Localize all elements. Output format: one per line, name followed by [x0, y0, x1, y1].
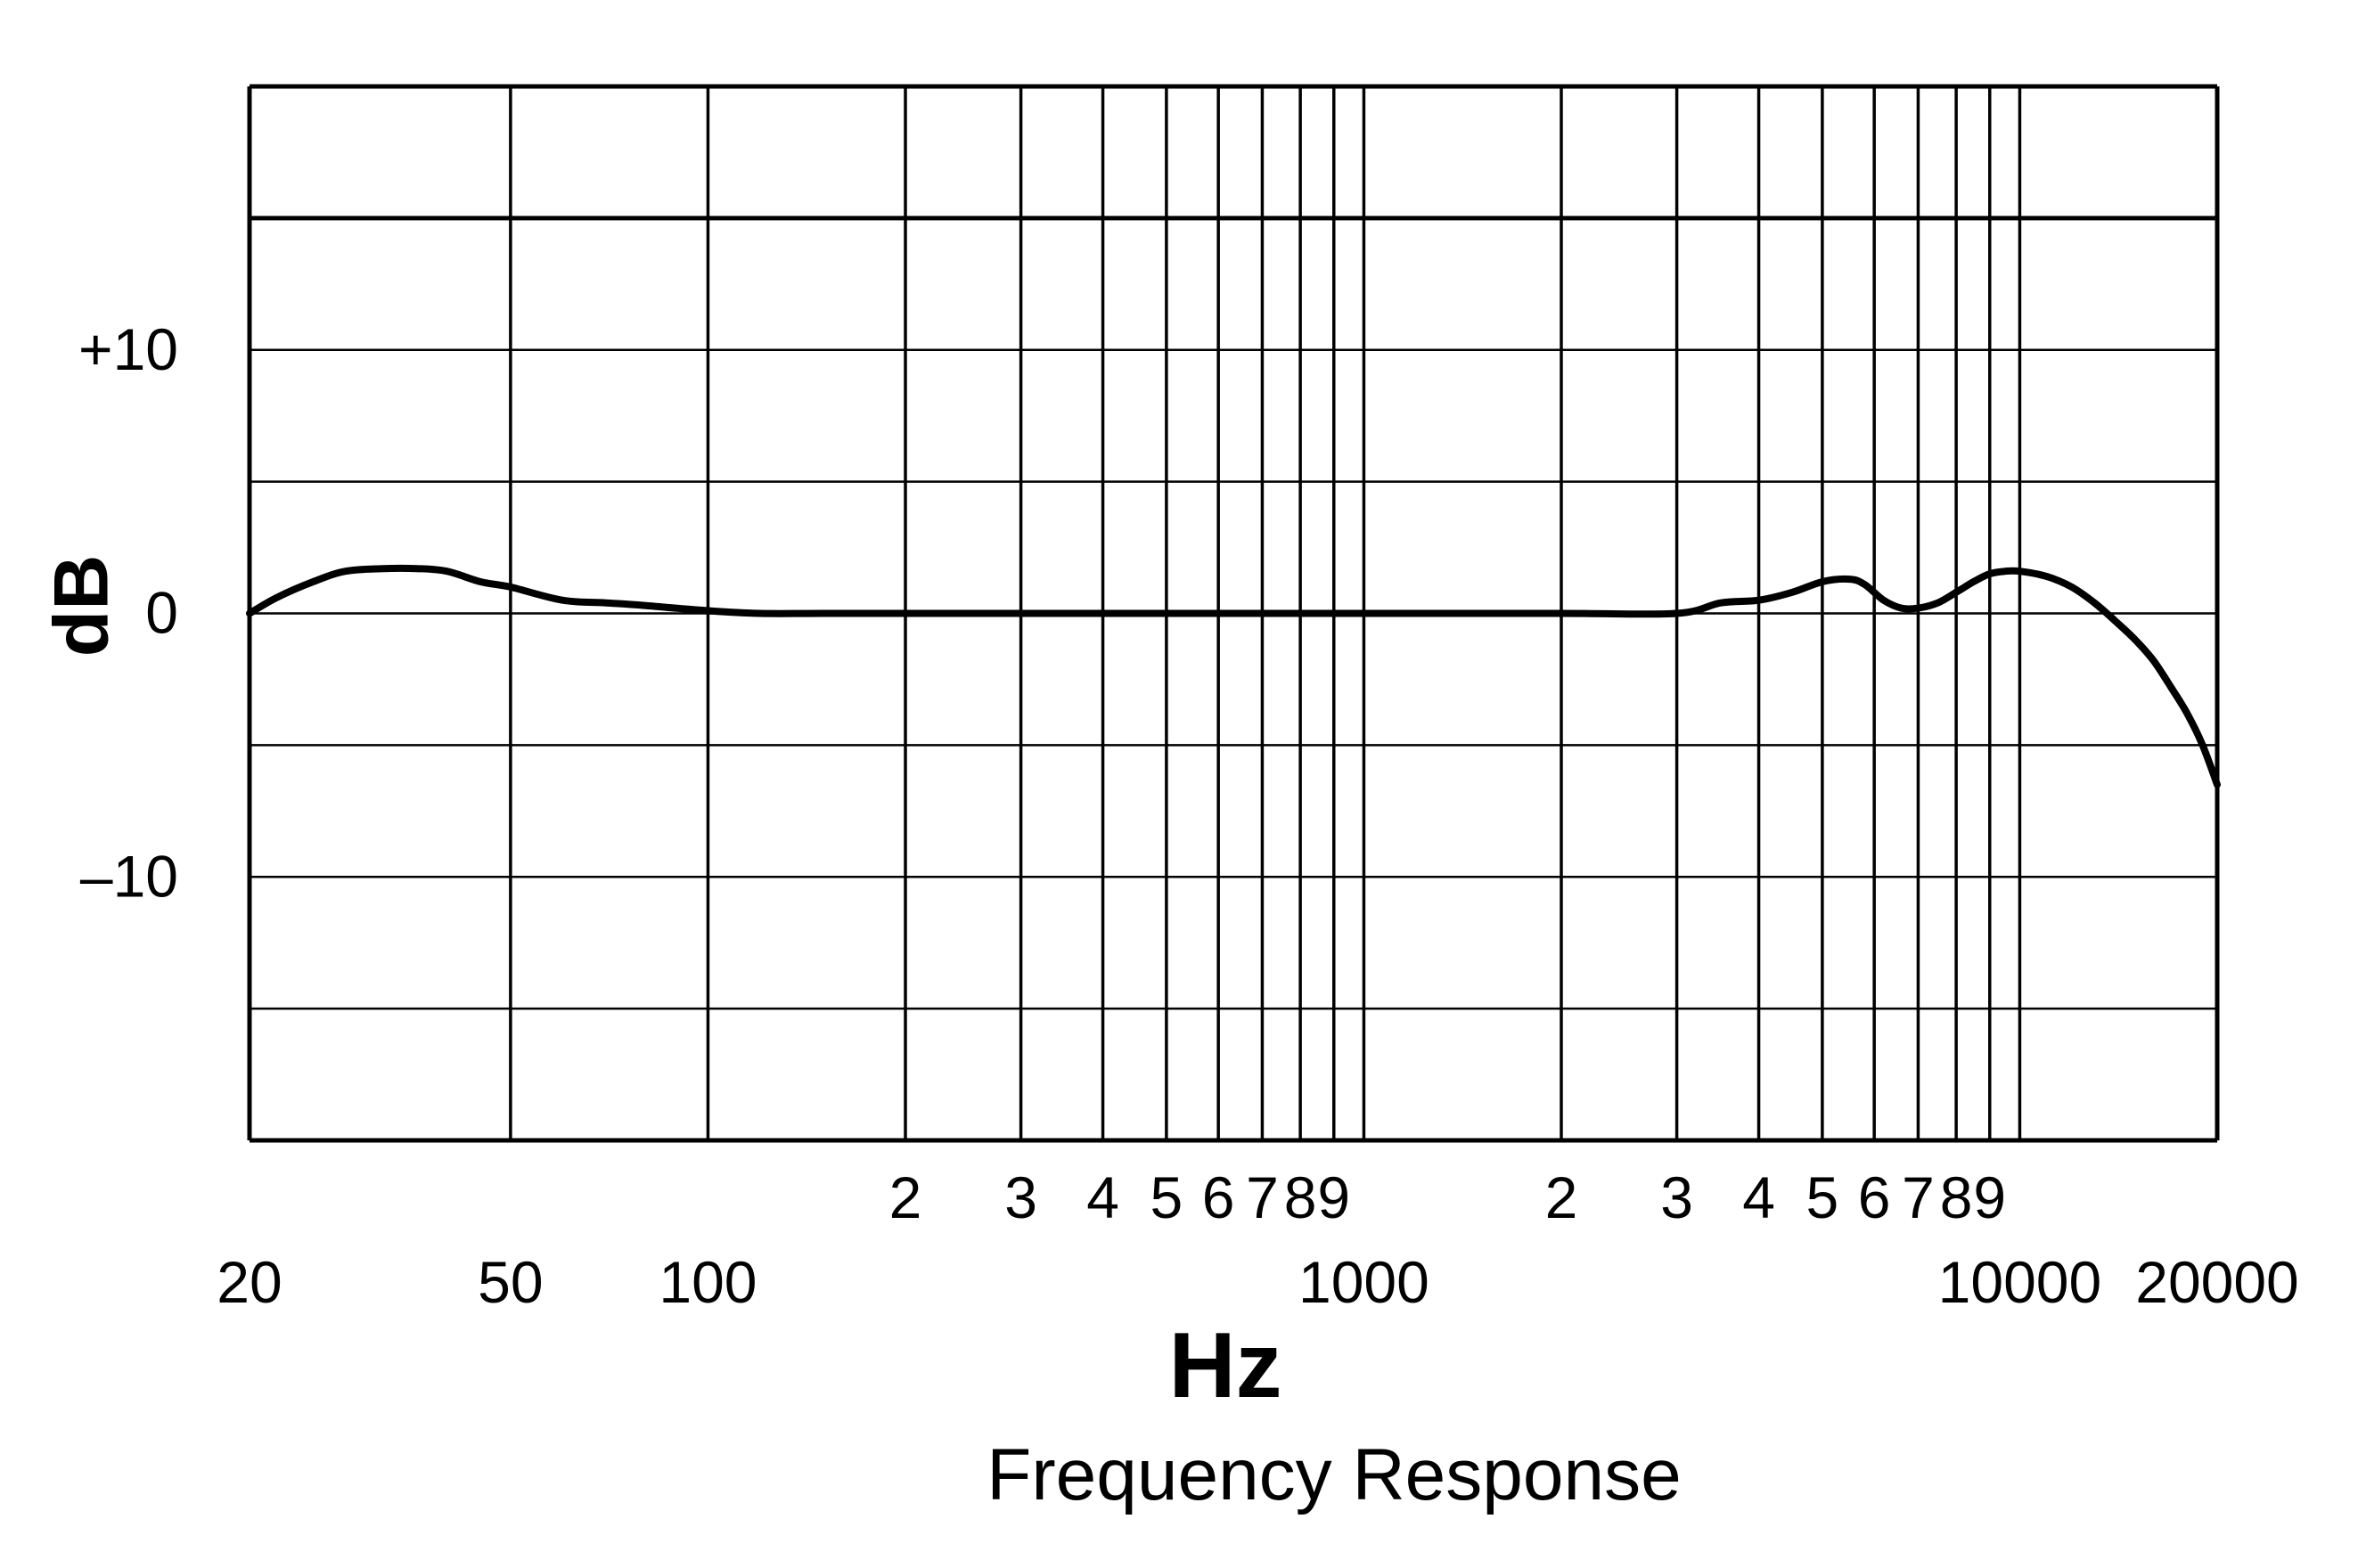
x-major-tick-label: 1000	[1298, 1249, 1429, 1315]
x-minor-tick-label: 3	[1004, 1164, 1037, 1230]
x-axis-label: Hz	[1168, 1314, 1281, 1417]
x-major-tick-label: 10000	[1938, 1249, 2102, 1315]
y-axis-label: dB	[39, 555, 125, 657]
x-minor-tick-label: 6	[1858, 1164, 1891, 1230]
x-minor-tick-label: 9	[1973, 1164, 2006, 1230]
x-minor-tick-label: 2	[1545, 1164, 1578, 1230]
chart-caption: Frequency Response	[987, 1434, 1681, 1515]
x-minor-tick-label: 8	[1284, 1164, 1317, 1230]
y-tick-label: +10	[78, 316, 178, 382]
x-major-tick-label: 20000	[2135, 1249, 2299, 1315]
x-major-tick-label: 100	[659, 1249, 757, 1315]
x-minor-tick-label: 3	[1660, 1164, 1693, 1230]
x-major-tick-label: 20	[217, 1249, 282, 1315]
x-minor-tick-label: 4	[1086, 1164, 1119, 1230]
series-curve-group	[246, 564, 2221, 788]
x-minor-tick-label: 2	[889, 1164, 922, 1230]
y-tick-label: 0	[145, 580, 178, 646]
y-tick-label: –10	[80, 843, 178, 909]
series-line	[246, 564, 2221, 788]
x-minor-tick-label: 9	[1317, 1164, 1350, 1230]
x-minor-tick-label: 4	[1742, 1164, 1775, 1230]
x-minor-tick-label: 7	[1902, 1164, 1935, 1230]
x-minor-tick-label: 8	[1940, 1164, 1973, 1230]
tick-labels: +100–102 3 4 5 6 7 8 9 2 3 4 5 6 7 8 920 50 100 1000 10000 2…	[78, 316, 2299, 1315]
x-minor-tick-label: 6	[1202, 1164, 1235, 1230]
x-minor-tick-label: 5	[1806, 1164, 1839, 1230]
x-minor-tick-label: 7	[1246, 1164, 1279, 1230]
x-major-tick-label: 50	[478, 1249, 543, 1315]
x-minor-tick-label: 5	[1150, 1164, 1183, 1230]
